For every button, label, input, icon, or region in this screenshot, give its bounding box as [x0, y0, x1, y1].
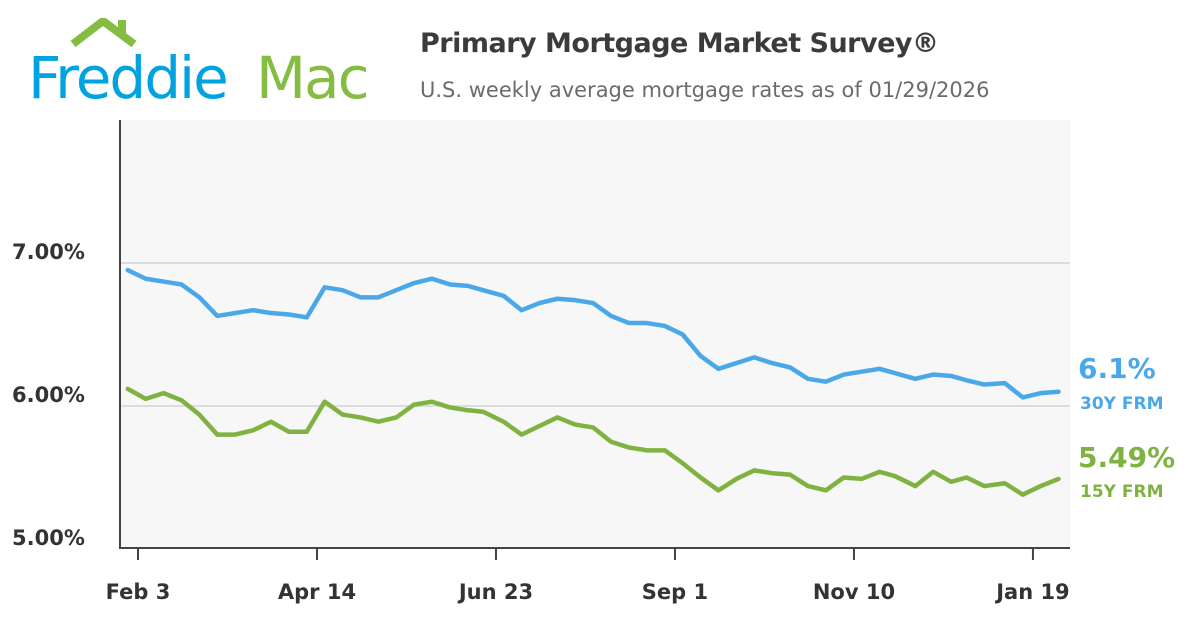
x-tick-label: Jun 23: [457, 580, 533, 604]
freddie-mac-logo: Freddie Mac: [28, 18, 388, 108]
label-15y-value: 5.49%: [1078, 441, 1176, 474]
logo-freddie: Freddie: [28, 44, 229, 112]
plot-area: [120, 120, 1070, 548]
x-tick-label: Nov 10: [813, 580, 895, 604]
x-tick-label: Jan 19: [994, 580, 1069, 604]
label-15y-name: 15Y FRM: [1080, 482, 1164, 502]
label-30y-name: 30Y FRM: [1080, 394, 1164, 414]
x-tick-label: Apr 14: [278, 580, 356, 604]
y-tick-label: 6.00%: [12, 383, 85, 407]
chart-title: Primary Mortgage Market Survey®: [420, 28, 939, 59]
y-tick-label: 7.00%: [12, 240, 85, 264]
x-tick-label: Sep 1: [642, 580, 708, 604]
chart-subtitle: U.S. weekly average mortgage rates as of…: [420, 78, 990, 102]
label-30y-value: 6.1%: [1078, 352, 1156, 385]
x-tick-label: Feb 3: [106, 580, 171, 604]
y-tick-label: 5.00%: [12, 526, 85, 550]
house-roof-icon: [70, 18, 137, 48]
logo-mac: Mac: [256, 44, 369, 112]
